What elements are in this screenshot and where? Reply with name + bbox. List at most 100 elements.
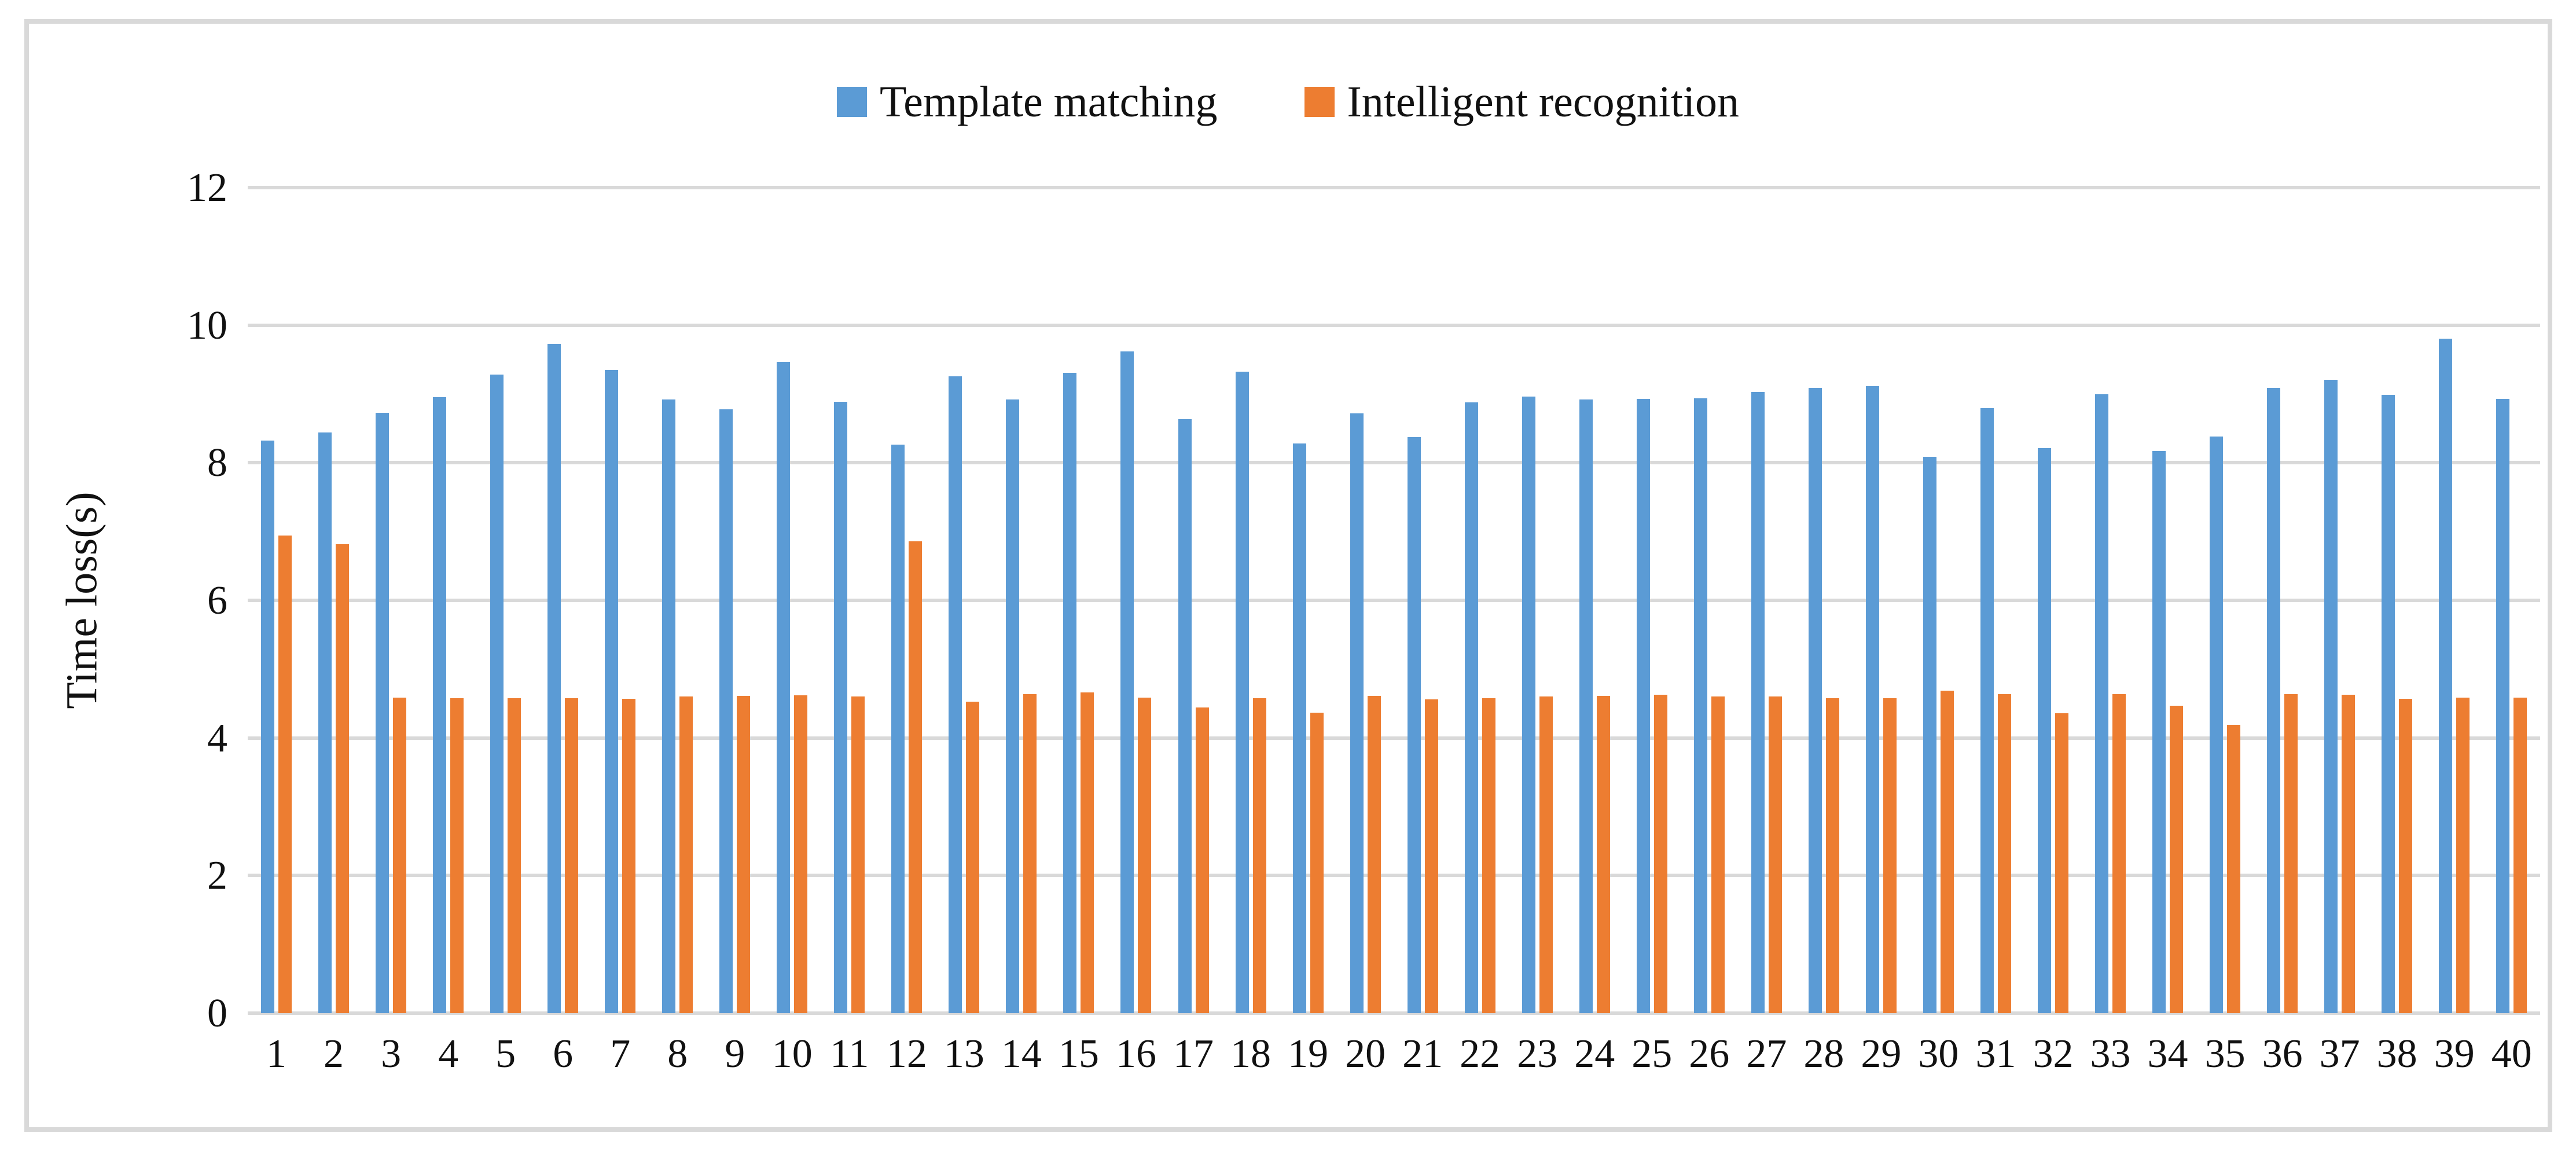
bar-group-18 <box>1222 188 1280 1013</box>
bar-group-35 <box>2196 188 2254 1013</box>
x-tick-label-14: 14 <box>1001 1032 1042 1076</box>
bar-template-matching-19 <box>1292 443 1306 1013</box>
x-tick-label-38: 38 <box>2376 1032 2417 1076</box>
bar-template-matching-6 <box>547 343 561 1013</box>
bar-template-matching-3 <box>376 412 389 1013</box>
bar-template-matching-20 <box>1350 413 1364 1013</box>
x-tick-label-12: 12 <box>886 1032 927 1076</box>
bar-group-16 <box>1107 188 1164 1013</box>
gridline-y-10 <box>248 323 2540 327</box>
x-tick-label-13: 13 <box>943 1032 984 1076</box>
bar-template-matching-40 <box>2496 398 2510 1013</box>
y-tick-label-0: 0 <box>207 991 227 1036</box>
x-tick-label-19: 19 <box>1288 1032 1329 1076</box>
bar-template-matching-29 <box>1865 386 1879 1013</box>
x-tick-label-34: 34 <box>2147 1032 2188 1076</box>
bar-group-32 <box>2024 188 2082 1013</box>
x-tick-label-31: 31 <box>1975 1032 2016 1076</box>
bar-group-5 <box>477 188 534 1013</box>
y-tick-label-2: 2 <box>207 853 227 899</box>
bar-intelligent-recognition-2 <box>336 544 350 1013</box>
bar-intelligent-recognition-27 <box>1768 696 1782 1013</box>
bar-group-28 <box>1795 188 1853 1013</box>
x-tick-label-37: 37 <box>2319 1032 2360 1076</box>
bar-intelligent-recognition-21 <box>1424 699 1438 1013</box>
gridline-y-4 <box>248 736 2540 740</box>
gridline-y-12 <box>248 186 2540 189</box>
bar-intelligent-recognition-34 <box>2170 705 2184 1013</box>
bar-group-23 <box>1509 188 1566 1013</box>
bar-intelligent-recognition-20 <box>1367 696 1381 1013</box>
x-tick-label-39: 39 <box>2434 1032 2475 1076</box>
bar-group-29 <box>1853 188 1910 1013</box>
bar-intelligent-recognition-35 <box>2227 725 2241 1013</box>
bar-group-33 <box>2082 188 2139 1013</box>
bar-intelligent-recognition-36 <box>2284 694 2298 1013</box>
bar-group-10 <box>763 188 821 1013</box>
bar-template-matching-5 <box>490 375 504 1013</box>
bar-template-matching-38 <box>2382 394 2395 1013</box>
x-tick-label-1: 1 <box>266 1032 287 1076</box>
bar-template-matching-34 <box>2152 451 2166 1013</box>
bar-template-matching-30 <box>1923 456 1936 1013</box>
bar-template-matching-2 <box>318 432 332 1013</box>
bar-template-matching-1 <box>261 441 275 1013</box>
bar-group-14 <box>993 188 1050 1013</box>
bar-template-matching-14 <box>1006 399 1020 1013</box>
bar-template-matching-15 <box>1063 372 1077 1013</box>
x-tick-label-40: 40 <box>2491 1032 2532 1076</box>
y-tick-label-12: 12 <box>187 166 227 210</box>
x-tick-label-22: 22 <box>1460 1032 1501 1076</box>
x-tick-label-6: 6 <box>553 1032 574 1076</box>
bar-intelligent-recognition-25 <box>1653 694 1667 1013</box>
bar-group-30 <box>1910 188 1967 1013</box>
bar-intelligent-recognition-18 <box>1252 698 1266 1013</box>
bar-template-matching-24 <box>1579 399 1593 1013</box>
bar-template-matching-28 <box>1808 387 1822 1013</box>
bar-intelligent-recognition-33 <box>2112 694 2126 1013</box>
bar-group-17 <box>1165 188 1222 1013</box>
bar-template-matching-32 <box>2037 448 2051 1013</box>
bar-group-22 <box>1451 188 1509 1013</box>
bar-group-34 <box>2139 188 2196 1013</box>
bar-group-6 <box>534 188 591 1013</box>
x-tick-label-30: 30 <box>1918 1032 1959 1076</box>
bar-intelligent-recognition-5 <box>508 698 521 1013</box>
bar-group-25 <box>1623 188 1681 1013</box>
x-tick-label-4: 4 <box>438 1032 459 1076</box>
x-tick-label-28: 28 <box>1803 1032 1844 1076</box>
x-tick-label-33: 33 <box>2090 1032 2131 1076</box>
x-tick-label-35: 35 <box>2204 1032 2246 1076</box>
x-tick-label-5: 5 <box>495 1032 516 1076</box>
x-tick-label-24: 24 <box>1574 1032 1615 1076</box>
bar-intelligent-recognition-32 <box>2055 713 2068 1013</box>
bar-group-26 <box>1681 188 1738 1013</box>
bar-intelligent-recognition-37 <box>2342 694 2355 1013</box>
x-tick-label-11: 11 <box>830 1032 869 1076</box>
x-tick-label-3: 3 <box>381 1032 402 1076</box>
bar-group-8 <box>649 188 706 1013</box>
bar-intelligent-recognition-17 <box>1195 707 1209 1013</box>
bar-intelligent-recognition-13 <box>966 701 980 1013</box>
y-tick-label-4: 4 <box>207 716 227 761</box>
bar-intelligent-recognition-26 <box>1711 696 1725 1013</box>
x-tick-label-32: 32 <box>2033 1032 2074 1076</box>
x-tick-label-15: 15 <box>1058 1032 1099 1076</box>
x-tick-label-10: 10 <box>771 1032 813 1076</box>
bar-intelligent-recognition-3 <box>393 697 407 1013</box>
bar-template-matching-39 <box>2439 339 2453 1013</box>
gridline-y-6 <box>248 599 2540 602</box>
bar-group-15 <box>1050 188 1107 1013</box>
bar-template-matching-27 <box>1751 391 1765 1013</box>
bar-group-11 <box>821 188 878 1013</box>
bar-intelligent-recognition-40 <box>2513 697 2527 1013</box>
bar-intelligent-recognition-39 <box>2456 697 2470 1013</box>
bar-template-matching-21 <box>1407 437 1421 1013</box>
x-tick-label-18: 18 <box>1230 1032 1272 1076</box>
gridline-y-2 <box>248 874 2540 878</box>
bar-template-matching-8 <box>662 399 676 1013</box>
plot-area <box>248 186 2540 1015</box>
y-tick-label-6: 6 <box>207 578 227 623</box>
bar-group-39 <box>2426 188 2483 1013</box>
